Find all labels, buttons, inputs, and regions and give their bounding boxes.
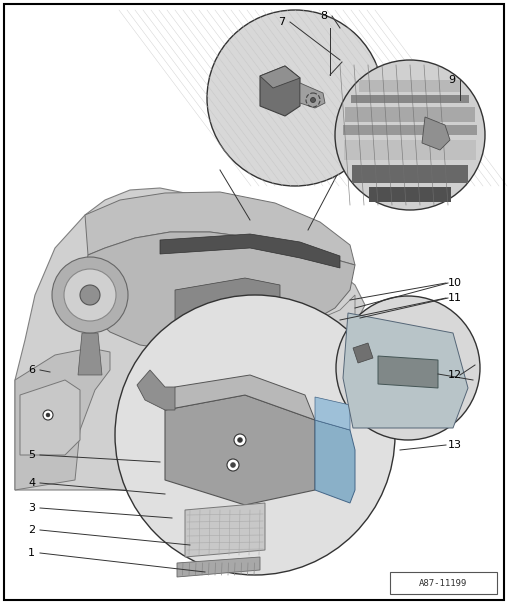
Text: 3: 3 (28, 503, 35, 513)
Bar (369, 187, 451, 202)
Text: 5: 5 (28, 450, 35, 460)
Circle shape (227, 459, 239, 471)
FancyBboxPatch shape (390, 572, 497, 594)
Text: 4: 4 (28, 478, 35, 488)
Bar (353, 165, 468, 183)
Circle shape (231, 463, 236, 467)
Polygon shape (85, 192, 355, 265)
Polygon shape (315, 420, 355, 503)
Polygon shape (175, 278, 280, 328)
Polygon shape (15, 348, 110, 490)
Text: 7: 7 (278, 17, 285, 27)
Polygon shape (177, 557, 260, 577)
Bar (351, 95, 469, 103)
Polygon shape (260, 66, 300, 116)
Polygon shape (300, 83, 325, 108)
Text: 6: 6 (28, 365, 35, 375)
Polygon shape (315, 397, 350, 430)
Bar (345, 107, 475, 122)
Text: 9: 9 (448, 75, 455, 85)
Circle shape (238, 437, 242, 443)
Polygon shape (20, 380, 80, 455)
Polygon shape (15, 188, 365, 490)
Bar (344, 140, 476, 160)
Polygon shape (343, 313, 468, 428)
Text: 10: 10 (448, 278, 462, 288)
Circle shape (80, 285, 100, 305)
Polygon shape (165, 395, 315, 505)
Text: 2: 2 (28, 525, 35, 535)
Polygon shape (137, 370, 175, 410)
Circle shape (43, 410, 53, 420)
Text: 12: 12 (448, 370, 462, 380)
Polygon shape (165, 375, 315, 420)
Polygon shape (422, 117, 450, 150)
Circle shape (46, 413, 50, 417)
Polygon shape (245, 295, 355, 420)
Text: 1: 1 (28, 548, 35, 558)
Text: 11: 11 (448, 293, 462, 303)
Text: 13: 13 (448, 440, 462, 450)
Polygon shape (82, 232, 355, 350)
Polygon shape (185, 503, 265, 557)
Circle shape (234, 434, 246, 446)
Circle shape (335, 60, 485, 210)
Polygon shape (378, 356, 438, 388)
Text: 8: 8 (320, 11, 327, 21)
Circle shape (207, 10, 383, 186)
Text: A87-11199: A87-11199 (419, 579, 467, 588)
Bar (359, 80, 461, 92)
Circle shape (336, 296, 480, 440)
Polygon shape (160, 234, 340, 268)
Polygon shape (78, 333, 102, 375)
Polygon shape (260, 66, 300, 88)
Polygon shape (180, 338, 255, 445)
Circle shape (115, 295, 395, 575)
Bar (343, 125, 478, 135)
Polygon shape (353, 343, 373, 363)
Circle shape (64, 269, 116, 321)
Circle shape (52, 257, 128, 333)
Circle shape (310, 97, 315, 103)
